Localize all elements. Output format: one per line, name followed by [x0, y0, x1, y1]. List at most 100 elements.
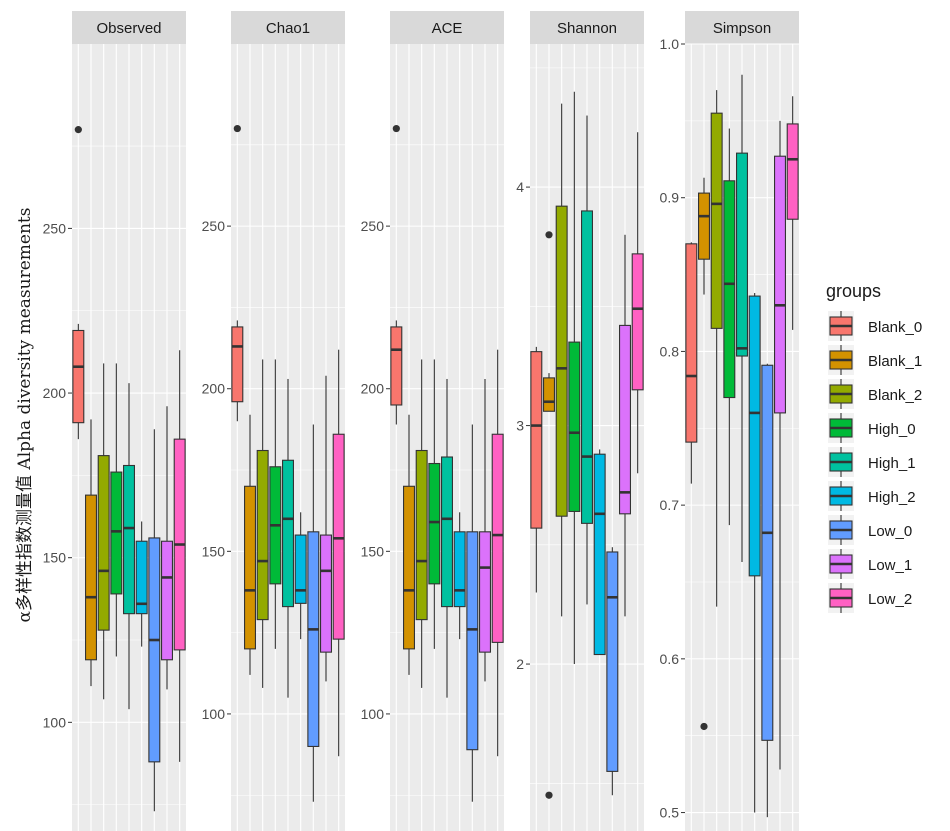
- box-blank_2: [256, 359, 269, 688]
- box-body: [441, 456, 453, 608]
- y-tick-label: 150: [202, 543, 226, 559]
- box-low_0: [307, 424, 320, 802]
- box-body: [593, 453, 606, 656]
- panel-simpson: Simpson 0.5 0.6 0.7 0.8 0.9 1.0: [660, 11, 799, 831]
- y-tick-label: 150: [43, 550, 67, 566]
- box-high_2: [294, 512, 307, 640]
- box-body: [332, 433, 345, 640]
- box-high_2: [748, 293, 761, 813]
- box-body: [72, 329, 85, 424]
- box-body: [244, 485, 256, 650]
- panel-chao1: Chao1 100 150 200 250: [202, 11, 345, 831]
- panel-title: Observed: [96, 20, 161, 37]
- outlier-point: [545, 231, 553, 239]
- legend-key-blank_0: Blank_0: [828, 311, 922, 341]
- legend-key-low_0: Low_0: [828, 515, 912, 545]
- y-tick-label: 200: [202, 381, 226, 397]
- box-body: [710, 112, 723, 329]
- box-body: [568, 341, 581, 512]
- panel-shannon: Shannon 2 3 4: [516, 11, 644, 831]
- box-body: [256, 449, 269, 621]
- outlier-point: [233, 124, 241, 133]
- box-low_0: [761, 363, 774, 818]
- box-low_0: [606, 547, 619, 796]
- box-body: [282, 459, 294, 608]
- y-tick-label: 250: [202, 218, 226, 234]
- box-body: [307, 531, 320, 747]
- box-body: [110, 471, 123, 595]
- y-tick-label: 1.0: [660, 36, 680, 52]
- box-blank_2: [97, 363, 110, 700]
- legend-label: Blank_1: [868, 353, 922, 370]
- legend-key-low_1: Low_1: [828, 549, 912, 579]
- box-body: [231, 326, 244, 403]
- y-tick-label: 100: [202, 706, 226, 722]
- y-tick-label: 200: [43, 385, 67, 401]
- box-high_0: [269, 359, 282, 649]
- legend-key-low_2: Low_2: [828, 583, 912, 613]
- outlier-point: [545, 791, 553, 799]
- box-blank_2: [555, 103, 568, 617]
- legend-key-high_0: High_0: [828, 413, 916, 443]
- panel-ace: ACE 100 150 200 250: [361, 11, 504, 831]
- box-blank_0: [685, 242, 698, 484]
- legend-label: Low_0: [868, 523, 912, 540]
- box-high_0: [428, 359, 441, 649]
- panel-observed: Observed 100 150 200 250: [43, 11, 186, 831]
- legend-label: Blank_0: [868, 319, 922, 336]
- box-body: [761, 364, 774, 741]
- box-body: [403, 485, 415, 650]
- box-body: [135, 540, 148, 615]
- y-tick-label: 150: [361, 543, 385, 559]
- legend-title: groups: [826, 281, 881, 301]
- box-low_2: [786, 96, 799, 330]
- box-low_1: [479, 378, 491, 682]
- box-high_1: [282, 378, 294, 698]
- box-body: [736, 152, 748, 357]
- legend-label: High_0: [868, 421, 916, 438]
- box-blank_0: [231, 124, 244, 422]
- box-body: [453, 531, 466, 608]
- box-high_2: [593, 449, 606, 656]
- box-body: [606, 551, 619, 772]
- y-tick-label: 4: [516, 179, 524, 195]
- box-body: [619, 324, 631, 515]
- box-low_2: [631, 132, 644, 474]
- box-low_2: [332, 349, 345, 757]
- box-body: [698, 192, 710, 260]
- box-blank_1: [698, 177, 710, 731]
- legend-key-blank_2: Blank_2: [828, 379, 922, 409]
- legend-key-high_2: High_2: [828, 481, 916, 511]
- box-body: [581, 210, 593, 524]
- box-blank_0: [530, 346, 543, 593]
- box-body: [123, 464, 135, 615]
- box-body: [530, 351, 543, 529]
- legend-key-blank_1: Blank_1: [828, 345, 922, 375]
- box-body: [555, 205, 568, 517]
- box-body: [491, 433, 504, 643]
- box-blank_1: [403, 414, 415, 675]
- panel-strip: [530, 11, 644, 44]
- box-high_0: [568, 91, 581, 665]
- box-blank_1: [244, 414, 256, 675]
- box-body: [543, 377, 555, 412]
- box-body: [148, 537, 161, 763]
- box-body: [631, 253, 644, 391]
- legend-label: Low_2: [868, 591, 912, 608]
- box-body: [97, 455, 110, 631]
- box-body: [415, 449, 428, 621]
- box-body: [320, 534, 332, 653]
- panel-strip: [72, 11, 186, 44]
- y-tick-label: 100: [361, 706, 385, 722]
- facet-panels: Observed100150200250Chao1100150200250ACE…: [43, 11, 799, 831]
- box-blank_1: [543, 231, 555, 799]
- outlier-point: [74, 126, 82, 134]
- box-body: [748, 295, 761, 577]
- box-low_0: [148, 429, 161, 812]
- panel-strip: [685, 11, 799, 44]
- box-blank_0: [72, 126, 85, 440]
- y-tick-label: 250: [43, 220, 67, 236]
- box-low_2: [491, 349, 504, 757]
- box-body: [85, 494, 97, 661]
- box-body: [466, 531, 479, 751]
